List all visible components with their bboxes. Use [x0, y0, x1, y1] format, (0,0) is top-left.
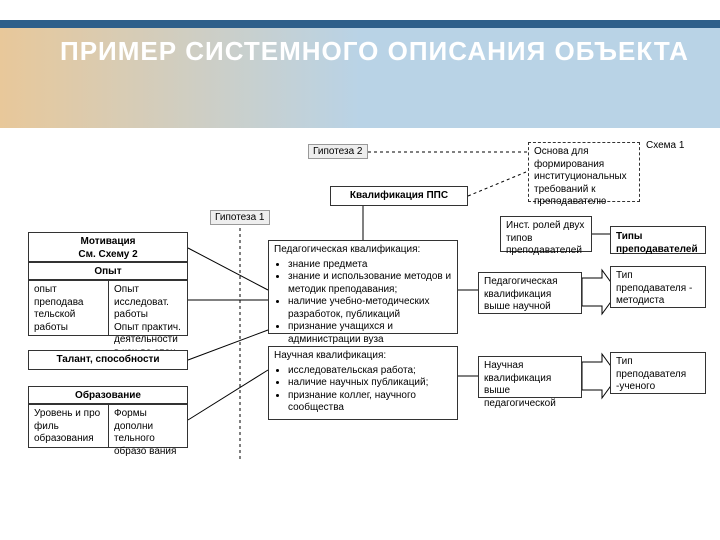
node-inst-roles: Инст. ролей двух типов преподавателей [500, 216, 592, 252]
node-education-header: Образование [28, 386, 188, 404]
node-talent: Талант, способности [28, 350, 188, 370]
ped-list: знание предмета знание и использование м… [288, 259, 452, 347]
list-item: знание и использование методов и методик… [288, 271, 452, 296]
node-sci-higher: Научная квалификация выше педагогической [478, 356, 582, 398]
node-type-methodist: Тип преподавателя - методиста [610, 266, 706, 308]
node-types-title: Типы преподавателей [610, 226, 706, 254]
node-experience-header: Опыт [28, 262, 188, 280]
list-item: наличие научных публикаций; [288, 377, 452, 390]
page-title: ПРИМЕР СИСТЕМНОГО ОПИСАНИЯ ОБЪЕКТА [60, 36, 689, 67]
list-item: признание учащихся и администрации вуза [288, 321, 452, 346]
list-item: наличие учебно-методических разработок, … [288, 296, 452, 321]
diagram-root: ПРИМЕР СИСТЕМНОГО ОПИСАНИЯ ОБЪЕКТА Гипот… [0, 0, 720, 540]
node-edu-right: Формы дополни тельного образо вания [108, 404, 188, 448]
list-item: знание предмета [288, 259, 452, 272]
list-item: исследовательская работа; [288, 365, 452, 378]
node-ped-higher: Педагогическая квалификация выше научной [478, 272, 582, 314]
node-exp-right: Опыт исследоват. работы Опыт практич. де… [108, 280, 188, 336]
node-scientific-qual: Научная квалификация: исследовательская … [268, 346, 458, 420]
node-type-scientist: Тип преподавателя -ученого [610, 352, 706, 394]
list-item: признание коллег, научного сообщества [288, 390, 452, 415]
hypothesis-1-label: Гипотеза 1 [210, 210, 270, 225]
node-qualification: Квалификация ППС [330, 186, 468, 206]
sci-title: Научная квалификация: [274, 350, 386, 361]
sci-list: исследовательская работа; наличие научны… [288, 365, 452, 415]
node-pedagogical-qual: Педагогическая квалификация: знание пред… [268, 240, 458, 334]
node-basis: Основа для формирования институциональны… [528, 142, 640, 202]
ped-title: Педагогическая квалификация: [274, 244, 420, 255]
schema-label: Схема 1 [646, 140, 684, 151]
hypothesis-2-label: Гипотеза 2 [308, 144, 368, 159]
node-edu-left: Уровень и про филь образования [28, 404, 108, 448]
node-motivation: Мотивация См. Схему 2 [28, 232, 188, 262]
node-education-row: Уровень и про филь образования Формы доп… [28, 404, 188, 448]
node-experience-row: опыт преподава тельской работы Опыт иссл… [28, 280, 188, 336]
node-exp-left: опыт преподава тельской работы [28, 280, 108, 336]
